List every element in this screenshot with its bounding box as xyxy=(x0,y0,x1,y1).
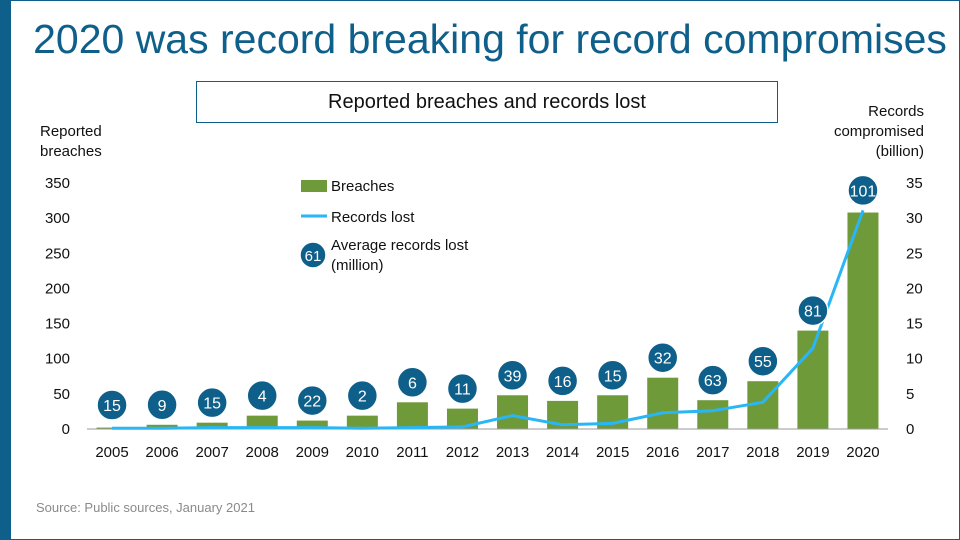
legend-label-avg-records: Average records lost xyxy=(331,237,469,254)
badge-value: 22 xyxy=(303,394,321,411)
y-axis-label: Reported xyxy=(40,123,102,140)
y2-axis-label: compromised xyxy=(834,123,924,140)
badge-avg-records-2019 xyxy=(797,294,829,327)
badge-avg-records-2012 xyxy=(446,372,479,405)
badge-value: 11 xyxy=(454,382,471,399)
badge-avg-records-2018 xyxy=(747,345,779,377)
legend-swatch-breaches xyxy=(301,180,327,192)
y2-tick-label: 25 xyxy=(906,245,923,262)
source-note: Source: Public sources, January 2021 xyxy=(36,500,255,515)
badge-value: 15 xyxy=(604,368,622,385)
legend-swatch-avg-records xyxy=(299,241,327,269)
bar-breaches-2010 xyxy=(346,415,378,429)
bar-breaches-2013 xyxy=(497,395,529,429)
badge-value: 16 xyxy=(554,374,572,391)
badge-avg-records-2005 xyxy=(96,389,128,421)
y-tick-label: 0 xyxy=(62,421,70,438)
y-tick-label: 100 xyxy=(45,351,70,368)
chart-title: Reported breaches and records lost xyxy=(196,81,778,123)
line-records-lost xyxy=(112,209,865,430)
badge-value: 2 xyxy=(358,389,367,406)
legend-label-records-lost: Records lost xyxy=(331,209,415,226)
x-tick-label: 2017 xyxy=(696,444,729,461)
y2-axis-label: (billion) xyxy=(876,143,924,160)
badge-avg-records-2007 xyxy=(196,386,228,419)
badge-avg-records-2013 xyxy=(496,359,529,392)
x-tick-label: 2009 xyxy=(296,444,329,461)
x-tick-label: 2012 xyxy=(446,444,479,461)
badge-avg-records-2016 xyxy=(646,341,679,374)
y-tick-label: 150 xyxy=(45,316,70,333)
badge-value: 6 xyxy=(408,375,417,392)
badge-avg-records-2014 xyxy=(546,365,579,397)
x-tick-label: 2018 xyxy=(746,444,779,461)
y2-tick-label: 20 xyxy=(906,280,923,297)
badge-value: 32 xyxy=(654,351,672,368)
legend-label-breaches: Breaches xyxy=(331,178,394,195)
y2-tick-label: 30 xyxy=(906,210,923,227)
x-tick-label: 2007 xyxy=(195,444,228,461)
badge-avg-records-2020 xyxy=(847,174,879,207)
badge-avg-records-2015 xyxy=(596,359,629,392)
y-axis-label: breaches xyxy=(40,143,102,160)
x-tick-label: 2014 xyxy=(546,444,579,461)
badge-value: 63 xyxy=(704,373,722,390)
badge-avg-records-2010 xyxy=(346,379,379,412)
slide-title: 2020 was record breaking for record comp… xyxy=(33,16,947,62)
y2-axis-label: Records xyxy=(868,103,924,120)
badge-value: 15 xyxy=(203,396,221,413)
badge-value: 55 xyxy=(754,354,772,371)
x-tick-label: 2006 xyxy=(145,444,178,461)
badge-avg-records-2006 xyxy=(146,389,178,421)
x-tick-label: 2020 xyxy=(846,444,879,461)
badge-avg-records-2009 xyxy=(296,384,329,417)
bar-breaches-2007 xyxy=(196,422,228,429)
x-tick-label: 2005 xyxy=(95,444,128,461)
badge-value: 4 xyxy=(258,389,267,406)
y2-tick-label: 5 xyxy=(906,386,914,403)
y-tick-label: 200 xyxy=(45,280,70,297)
bar-breaches-2017 xyxy=(697,400,729,429)
badge-avg-records-2017 xyxy=(697,364,729,396)
y2-tick-label: 15 xyxy=(906,316,923,333)
bar-breaches-2008 xyxy=(246,415,278,429)
badge-avg-records-2011 xyxy=(396,366,429,399)
x-tick-label: 2008 xyxy=(246,444,279,461)
badge-value: 101 xyxy=(850,183,877,200)
legend-label-avg-records: (million) xyxy=(331,257,384,274)
bar-breaches-2020 xyxy=(847,212,879,429)
x-tick-label: 2010 xyxy=(346,444,379,461)
bar-breaches-2009 xyxy=(296,420,328,429)
x-tick-label: 2016 xyxy=(646,444,679,461)
bar-breaches-2011 xyxy=(396,402,428,429)
slide-accent-bar xyxy=(0,0,11,540)
x-tick-label: 2013 xyxy=(496,444,529,461)
y-tick-label: 300 xyxy=(45,210,70,227)
bar-breaches-2016 xyxy=(647,377,679,429)
badge-value: 15 xyxy=(103,398,121,415)
x-tick-label: 2015 xyxy=(596,444,629,461)
y2-tick-label: 10 xyxy=(906,351,923,368)
x-tick-label: 2011 xyxy=(396,444,428,461)
badge-value: 39 xyxy=(504,368,522,385)
legend-badge-sample: 61 xyxy=(305,248,322,265)
y2-tick-label: 35 xyxy=(906,175,923,192)
y-tick-label: 50 xyxy=(53,386,70,403)
y-tick-label: 250 xyxy=(45,245,70,262)
x-tick-label: 2019 xyxy=(796,444,829,461)
badge-value: 9 xyxy=(158,398,167,415)
y-tick-label: 350 xyxy=(45,175,70,192)
badge-avg-records-2008 xyxy=(246,379,278,412)
badge-value: 81 xyxy=(804,304,822,321)
y2-tick-label: 0 xyxy=(906,421,914,438)
